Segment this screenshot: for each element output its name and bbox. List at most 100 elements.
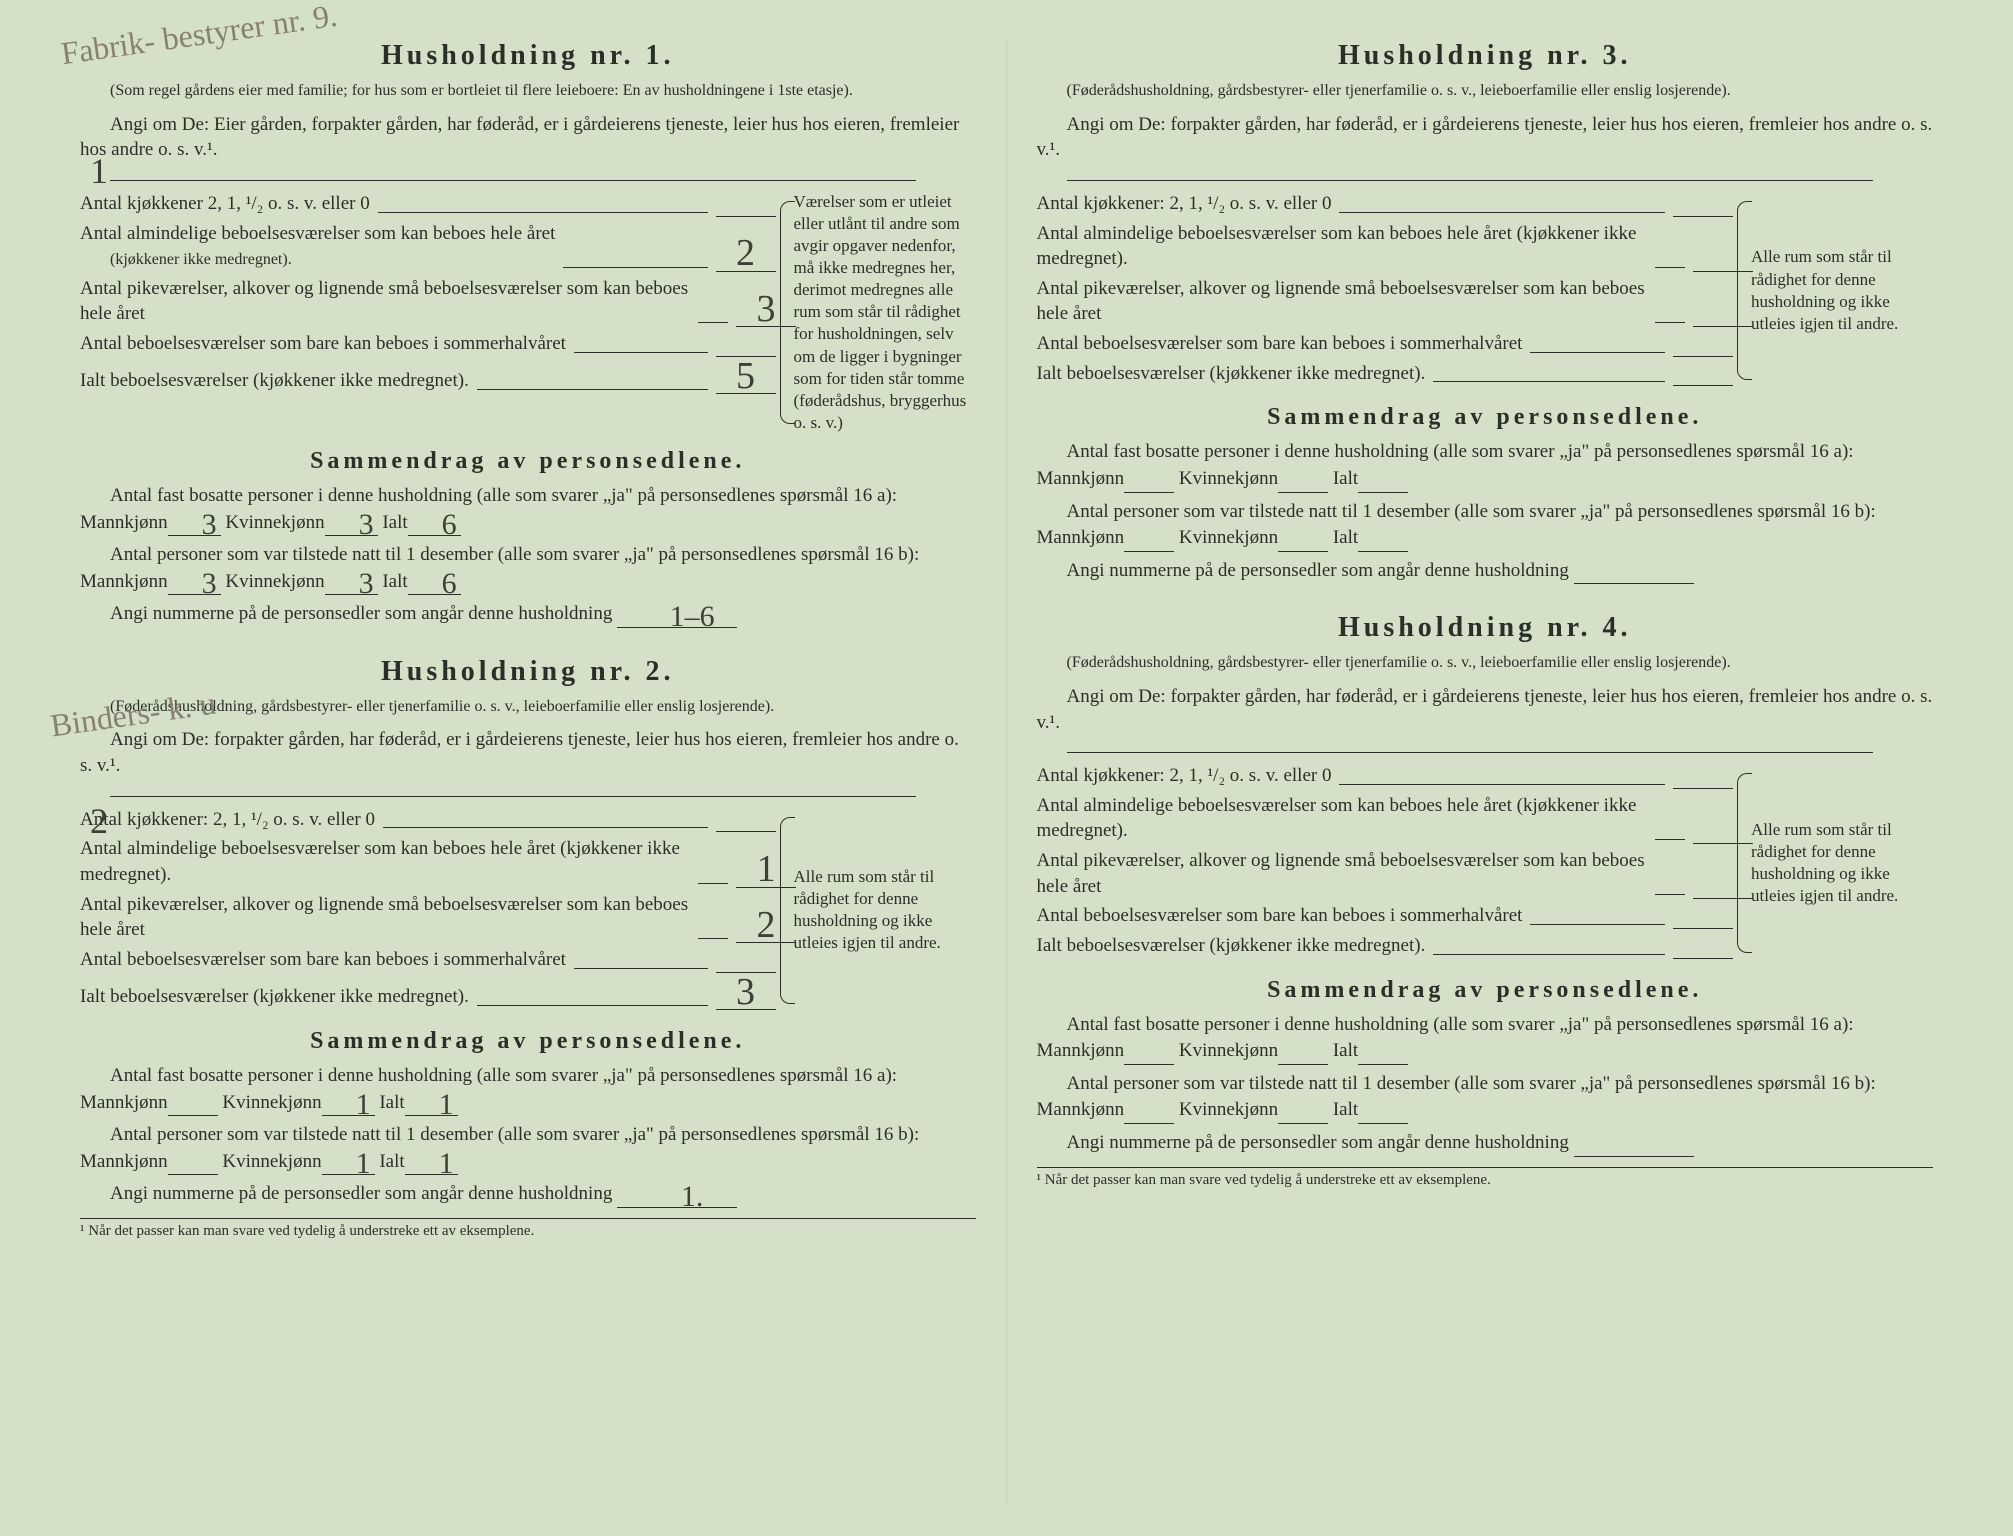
hh3-summary-heading: Sammendrag av personsedlene. bbox=[1037, 404, 1934, 431]
hh1-kvinn-a[interactable]: 3 bbox=[325, 514, 378, 536]
hh3-tilstede: Antal personer som var tilstede natt til… bbox=[1037, 499, 1934, 552]
hh3-kvinn-a[interactable] bbox=[1278, 492, 1328, 493]
handwritten-mark-2: 2 bbox=[90, 800, 108, 842]
hh4-kvinn-b[interactable] bbox=[1278, 1123, 1328, 1124]
hh4-kvinn-a[interactable] bbox=[1278, 1064, 1328, 1065]
hh3-side-note: Alle rum som står til rådighet for denne… bbox=[1733, 191, 1933, 390]
hh3-nummerne: Angi nummerne på de personsedler som ang… bbox=[1037, 558, 1934, 585]
hh3-angi-fill[interactable] bbox=[1067, 180, 1874, 181]
hh4-rooms-total-val[interactable] bbox=[1673, 956, 1733, 959]
hh2-angi-fill[interactable] bbox=[110, 796, 916, 797]
hh4-side-note: Alle rum som står til rådighet for denne… bbox=[1733, 763, 1933, 962]
hh3-angi: Angi om De: forpakter gården, har føderå… bbox=[1037, 112, 1934, 163]
hh4-rooms-year-label: Antal almindelige beboelsesværelser som … bbox=[1037, 793, 1647, 844]
hh2-mann-b[interactable] bbox=[168, 1174, 218, 1175]
hh4-nummerne: Angi nummerne på de personsedler som ang… bbox=[1037, 1130, 1934, 1157]
hh4-rooms-summer-val[interactable] bbox=[1673, 926, 1733, 929]
hh1-fast-bosatte: Antal fast bosatte personer i denne hush… bbox=[80, 483, 976, 536]
hh1-tilstede: Antal personer som var tilstede natt til… bbox=[80, 542, 976, 595]
hh3-ialt-a[interactable] bbox=[1358, 492, 1408, 493]
hh1-side-note: Værelser som er utleiet eller utlånt til… bbox=[776, 191, 976, 434]
hh1-rooms-total-label: Ialt beboelsesværelser (kjøkkener ikke m… bbox=[80, 368, 469, 394]
hh1-ialt-b[interactable]: 6 bbox=[408, 573, 461, 595]
hh4-fast-bosatte: Antal fast bosatte personer i denne hush… bbox=[1037, 1012, 1934, 1065]
hh1-nummerne: Angi nummerne på de personsedler som ang… bbox=[80, 601, 976, 628]
hh4-angi: Angi om De: forpakter gården, har føderå… bbox=[1037, 684, 1934, 735]
hh1-ialt-a[interactable]: 6 bbox=[408, 514, 461, 536]
hh4-ialt-b[interactable] bbox=[1358, 1123, 1408, 1124]
hh2-title: Husholdning nr. 2. bbox=[80, 656, 976, 688]
hh1-kvinn-b[interactable]: 3 bbox=[325, 573, 378, 595]
hh2-kitchens-val[interactable] bbox=[716, 829, 776, 832]
hh3-mann-a[interactable] bbox=[1124, 492, 1174, 493]
footnote-left: ¹ Når det passer kan man svare ved tydel… bbox=[80, 1218, 976, 1240]
hh3-kitchens-label: Antal kjøkkener: 2, 1, ¹/₂ o. s. v. elle… bbox=[1037, 191, 1332, 217]
hh3-fast-bosatte: Antal fast bosatte personer i denne hush… bbox=[1037, 439, 1934, 492]
hh2-nummerne-val[interactable]: 1. bbox=[617, 1186, 737, 1208]
hh1-summary-heading: Sammendrag av personsedlene. bbox=[80, 448, 976, 475]
hh2-kvinn-a[interactable]: 1 bbox=[322, 1094, 375, 1116]
hh1-rooms-maid-label: Antal pikeværelser, alkover og lignende … bbox=[80, 276, 690, 327]
hh4-angi-fill[interactable] bbox=[1067, 752, 1874, 753]
household-2: Husholdning nr. 2. (Føderådshusholdning,… bbox=[80, 656, 976, 1240]
hh4-title: Husholdning nr. 4. bbox=[1037, 612, 1934, 644]
hh2-ialt-b[interactable]: 1 bbox=[405, 1153, 458, 1175]
hh2-rooms-total-val[interactable]: 3 bbox=[716, 977, 776, 1010]
hh3-rooms-summer-val[interactable] bbox=[1673, 354, 1733, 357]
hh4-rooms-summer-label: Antal beboelsesværelser som bare kan beb… bbox=[1037, 903, 1523, 929]
hh2-summary-heading: Sammendrag av personsedlene. bbox=[80, 1028, 976, 1055]
hh1-rooms-year-val[interactable]: 2 bbox=[716, 238, 776, 271]
hh4-ialt-a[interactable] bbox=[1358, 1064, 1408, 1065]
hh2-angi: Angi om De: forpakter gården, har føderå… bbox=[80, 727, 976, 778]
footnote-right: ¹ Når det passer kan man svare ved tydel… bbox=[1037, 1167, 1934, 1189]
hh4-summary-heading: Sammendrag av personsedlene. bbox=[1037, 977, 1934, 1004]
hh4-nummerne-val[interactable] bbox=[1574, 1156, 1694, 1157]
hh1-kitchens-label: Antal kjøkkener 2, 1, ¹/₂ o. s. v. eller… bbox=[80, 191, 370, 217]
hh3-rooms-summer-label: Antal beboelsesværelser som bare kan beb… bbox=[1037, 331, 1523, 357]
hh4-mann-a[interactable] bbox=[1124, 1064, 1174, 1065]
hh3-rooms-total-label: Ialt beboelsesværelser (kjøkkener ikke m… bbox=[1037, 361, 1426, 387]
hh4-rooms-total-label: Ialt beboelsesværelser (kjøkkener ikke m… bbox=[1037, 933, 1426, 959]
hh1-rooms-total-val[interactable]: 5 bbox=[716, 361, 776, 394]
hh3-rooms-maid-label: Antal pikeværelser, alkover og lignende … bbox=[1037, 276, 1647, 327]
hh2-rooms-summer-label: Antal beboelsesværelser som bare kan beb… bbox=[80, 947, 566, 973]
hh3-mann-b[interactable] bbox=[1124, 551, 1174, 552]
hh2-ialt-a[interactable]: 1 bbox=[405, 1094, 458, 1116]
hh4-tilstede: Antal personer som var tilstede natt til… bbox=[1037, 1071, 1934, 1124]
hh1-rooms-summer-label: Antal beboelsesværelser som bare kan beb… bbox=[80, 331, 566, 357]
hh4-kitchens-label: Antal kjøkkener: 2, 1, ¹/₂ o. s. v. elle… bbox=[1037, 763, 1332, 789]
hh2-mann-a[interactable] bbox=[168, 1115, 218, 1116]
hh3-ialt-b[interactable] bbox=[1358, 551, 1408, 552]
hh4-kitchens-val[interactable] bbox=[1673, 786, 1733, 789]
hh1-mann-b[interactable]: 3 bbox=[168, 573, 221, 595]
household-4: Husholdning nr. 4. (Føderådshusholdning,… bbox=[1037, 612, 1934, 1188]
hh1-angi-fill[interactable] bbox=[110, 180, 916, 181]
handwritten-mark-1: 1 bbox=[90, 150, 108, 192]
hh3-kvinn-b[interactable] bbox=[1278, 551, 1328, 552]
household-1: Husholdning nr. 1. (Som regel gårdens ei… bbox=[80, 40, 976, 628]
hh3-kitchens-val[interactable] bbox=[1673, 214, 1733, 217]
hh4-intro-paren: (Føderådshusholdning, gårdsbestyrer- ell… bbox=[1037, 652, 1934, 674]
hh3-nummerne-val[interactable] bbox=[1574, 583, 1694, 584]
hh1-rooms-year-label: Antal almindelige beboelsesværelser som … bbox=[80, 221, 555, 272]
hh2-tilstede: Antal personer som var tilstede natt til… bbox=[80, 1122, 976, 1175]
hh2-kvinn-b[interactable]: 1 bbox=[322, 1153, 375, 1175]
hh2-kitchens-label: Antal kjøkkener: 2, 1, ¹/₂ o. s. v. elle… bbox=[80, 807, 375, 833]
hh3-rooms-year-label: Antal almindelige beboelsesværelser som … bbox=[1037, 221, 1647, 272]
hh2-side-note: Alle rum som står til rådighet for denne… bbox=[776, 807, 976, 1014]
hh1-angi: Angi om De: Eier gården, forpakter gårde… bbox=[80, 112, 976, 163]
hh2-rooms-total-label: Ialt beboelsesværelser (kjøkkener ikke m… bbox=[80, 984, 469, 1010]
hh3-title: Husholdning nr. 3. bbox=[1037, 40, 1934, 72]
hh4-mann-b[interactable] bbox=[1124, 1123, 1174, 1124]
hh3-rooms-total-val[interactable] bbox=[1673, 383, 1733, 386]
hh3-intro-paren: (Føderådshusholdning, gårdsbestyrer- ell… bbox=[1037, 80, 1934, 102]
hh2-fast-bosatte: Antal fast bosatte personer i denne hush… bbox=[80, 1063, 976, 1116]
hh1-kitchens-val[interactable] bbox=[716, 214, 776, 217]
hh2-rooms-maid-label: Antal pikeværelser, alkover og lignende … bbox=[80, 892, 690, 943]
hh1-nummerne-val[interactable]: 1–6 bbox=[617, 606, 737, 628]
household-3: Husholdning nr. 3. (Føderådshusholdning,… bbox=[1037, 40, 1934, 584]
hh4-rooms-maid-label: Antal pikeværelser, alkover og lignende … bbox=[1037, 848, 1647, 899]
hh1-mann-a[interactable]: 3 bbox=[168, 514, 221, 536]
hh2-rooms-year-label: Antal almindelige beboelsesværelser som … bbox=[80, 836, 690, 887]
hh1-intro-paren: (Som regel gårdens eier med familie; for… bbox=[80, 80, 976, 102]
